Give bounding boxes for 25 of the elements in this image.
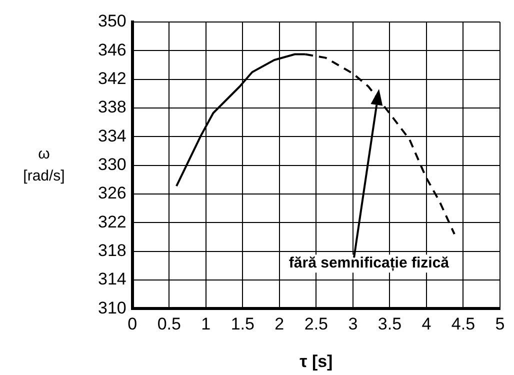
x-axis-title: τ [s]: [300, 352, 333, 372]
y-tick-label: 314: [98, 270, 126, 289]
x-tick-label: 4.5: [451, 314, 476, 334]
x-tick-label: 2.5: [304, 314, 328, 334]
x-tick-label: 0: [128, 314, 138, 334]
x-tick-label: 5: [495, 314, 505, 334]
y-tick-label: 350: [98, 12, 126, 31]
y-tick-label: 342: [98, 69, 126, 88]
x-tick-label: 1: [201, 314, 211, 334]
y-tick-label: 322: [98, 212, 126, 232]
x-tick-label: 2: [274, 314, 284, 334]
y-tick-label: 338: [98, 98, 126, 117]
y-tick-label: 346: [98, 40, 126, 60]
y-tick-label: 318: [98, 240, 126, 260]
y-tick-label: 326: [98, 184, 126, 203]
x-tick-label: 1.5: [230, 314, 254, 334]
x-tick-label: 3: [348, 314, 358, 334]
y-axis-title: ω [rad/s]: [23, 145, 65, 184]
x-tick-label: 4: [422, 314, 432, 334]
x-tick-label: 3.5: [378, 314, 402, 334]
x-tick-label: 0.5: [157, 314, 181, 334]
y-tick-label: 310: [98, 298, 126, 318]
annotation: fără semnificație fizică: [288, 254, 450, 272]
y-tick-label: 330: [98, 154, 126, 174]
y-tick-label: 334: [98, 126, 126, 146]
